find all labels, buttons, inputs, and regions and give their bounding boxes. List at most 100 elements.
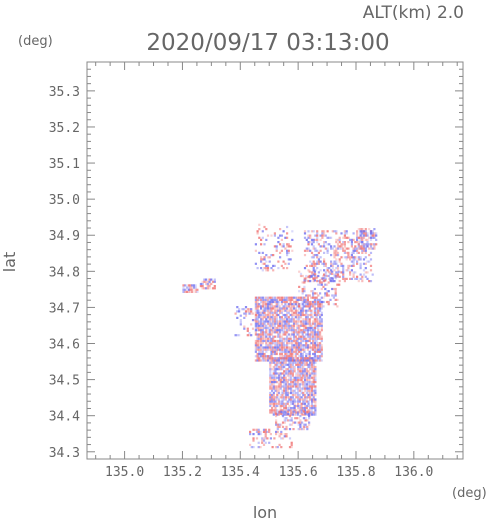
echo-cell [261,258,264,261]
echo-cell [350,243,353,246]
echo-cell [309,378,312,382]
echo-cell [287,249,290,252]
echo-cell [299,415,302,418]
echo-cell [276,361,279,364]
echo-cell [366,260,369,263]
echo-cell [317,258,320,261]
echo-cell [278,433,281,436]
echo-cell [268,313,271,317]
echo-cell [256,342,259,345]
echo-cell [283,365,286,369]
echo-cell [261,359,264,362]
echo-cell [275,430,278,433]
echo-cell [182,290,185,293]
echo-cell [261,313,264,317]
echo-cell [275,326,278,330]
echo-cell [312,346,315,349]
echo-cell [256,359,259,362]
echo-cell [281,437,285,440]
echo-cell [271,394,274,397]
echo-cell [313,300,316,304]
echo-cell [272,376,275,379]
echo-cell [313,342,316,345]
echo-cell [290,383,293,386]
echo-cell [335,251,338,254]
echo-cell [291,357,294,360]
echo-cell [277,361,281,364]
echo-cell [296,339,299,343]
echo-cell [307,411,310,414]
echo-cell [312,342,315,345]
echo-cell [299,348,303,351]
echo-cell [314,374,317,377]
echo-cell [335,273,338,276]
echo-cell [312,245,315,248]
echo-cell [315,322,318,325]
echo-cell [356,236,359,239]
echo-cell [312,385,315,388]
echo-cell [362,249,366,252]
echo-cell [308,337,311,340]
echo-cell [299,311,303,314]
echo-cell [361,245,364,248]
echo-cell [263,298,266,301]
echo-cell [284,324,287,327]
echo-cell [309,398,312,401]
echo-cell [287,320,290,323]
echo-cell [286,267,289,270]
echo-cell [265,342,268,345]
echo-cell [272,320,275,323]
echo-cell [290,370,293,373]
echo-cell [286,359,289,362]
echo-cell [316,236,319,239]
echo-cell [303,348,306,351]
echo-cell [320,344,323,347]
echo-cell [271,374,274,377]
echo-cell [287,352,290,356]
echo-cell [260,316,263,319]
echo-cell [292,428,295,431]
echo-cell [305,344,308,347]
echo-cell [291,309,294,312]
echo-cell [272,322,275,325]
echo-cell [265,337,268,340]
echo-cell [201,280,204,283]
echo-cell [309,385,312,388]
echo-cell [298,370,301,373]
echo-cell [305,342,308,345]
echo-cell [369,245,373,248]
echo-cell [260,355,263,358]
echo-cell [275,313,278,317]
echo-cell [269,368,272,371]
echo-cell [238,308,241,311]
echo-cell [272,350,275,353]
echo-cell [271,396,274,399]
echo-cell [286,309,289,312]
echo-cell [313,287,316,291]
echo-cell [286,316,289,319]
echo-cell [313,296,316,299]
echo-cell [284,378,287,382]
echo-cell [299,298,303,301]
echo-cell [272,300,275,304]
echo-cell [244,314,248,317]
echo-cell [271,381,274,384]
echo-cell [265,269,268,272]
echo-cell [290,378,293,382]
echo-cell [254,311,257,314]
echo-cell [277,372,281,375]
echo-cell [298,342,301,345]
echo-cell [256,352,259,356]
echo-cell [347,241,350,244]
echo-cell [283,413,286,416]
echo-cell [313,344,316,347]
echo-cell [317,331,320,334]
echo-cell [303,409,307,412]
echo-cell [268,344,271,347]
echo-cell [299,352,303,356]
echo-cell [288,396,291,399]
echo-cell [320,313,323,317]
echo-cell [338,270,341,273]
echo-cell [263,307,266,310]
echo-cell [286,352,289,356]
